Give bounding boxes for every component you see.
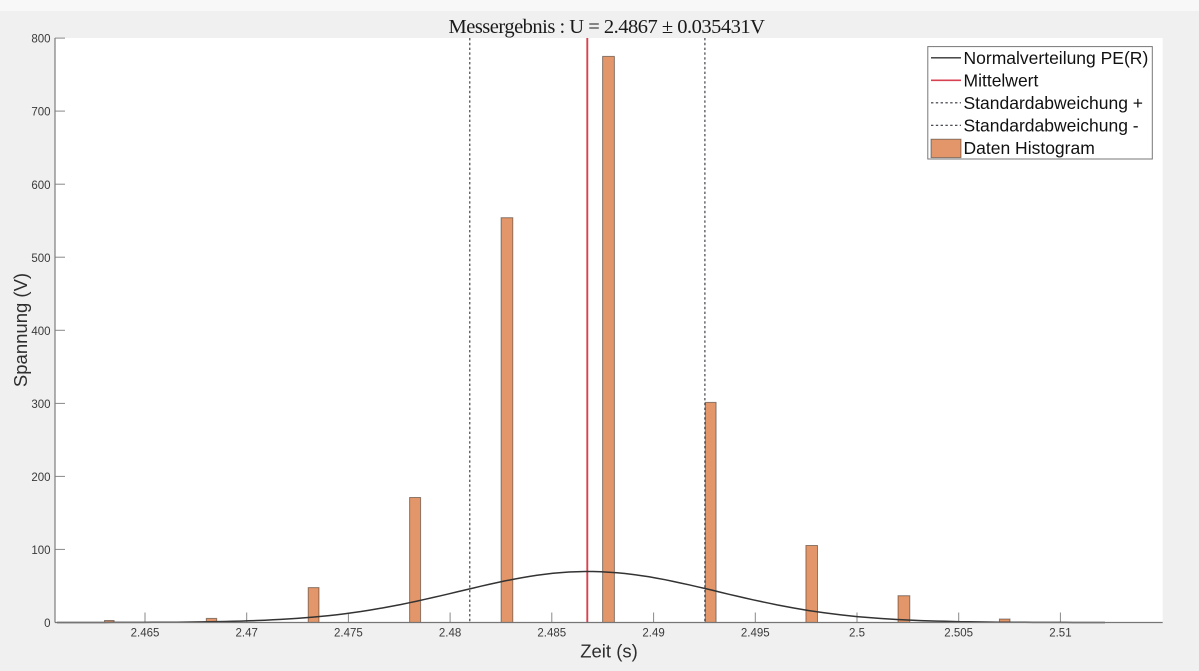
svg-text:Zeit (s): Zeit (s) [580, 641, 638, 662]
svg-text:Normalverteilung PE(R): Normalverteilung PE(R) [964, 48, 1149, 68]
svg-text:2.485: 2.485 [537, 628, 566, 640]
svg-text:400: 400 [31, 326, 50, 338]
svg-text:2.5: 2.5 [849, 628, 865, 640]
svg-text:800: 800 [31, 34, 50, 46]
svg-text:Standardabweichung +: Standardabweichung + [964, 93, 1144, 113]
svg-text:100: 100 [31, 545, 50, 557]
svg-text:2.47: 2.47 [236, 628, 258, 640]
svg-text:2.475: 2.475 [334, 628, 363, 640]
svg-text:Standardabweichung -: Standardabweichung - [964, 116, 1139, 136]
svg-text:Mittelwert: Mittelwert [964, 71, 1039, 91]
svg-text:300: 300 [31, 399, 50, 411]
svg-text:2.48: 2.48 [439, 628, 461, 640]
svg-text:200: 200 [31, 472, 50, 484]
svg-text:600: 600 [31, 180, 50, 192]
svg-text:700: 700 [31, 107, 50, 119]
svg-text:Daten Histogram: Daten Histogram [964, 138, 1095, 158]
svg-text:2.49: 2.49 [642, 628, 664, 640]
svg-text:2.465: 2.465 [131, 628, 160, 640]
svg-text:2.495: 2.495 [741, 628, 770, 640]
svg-text:2.505: 2.505 [944, 628, 973, 640]
svg-text:Spannung (V): Spannung (V) [10, 273, 31, 387]
svg-text:0: 0 [44, 618, 50, 630]
svg-text:500: 500 [31, 253, 50, 265]
svg-text:Messergebnis : U = 2.4867 ± 0.: Messergebnis : U = 2.4867 ± 0.035431V [449, 16, 766, 38]
svg-text:2.51: 2.51 [1049, 628, 1071, 640]
